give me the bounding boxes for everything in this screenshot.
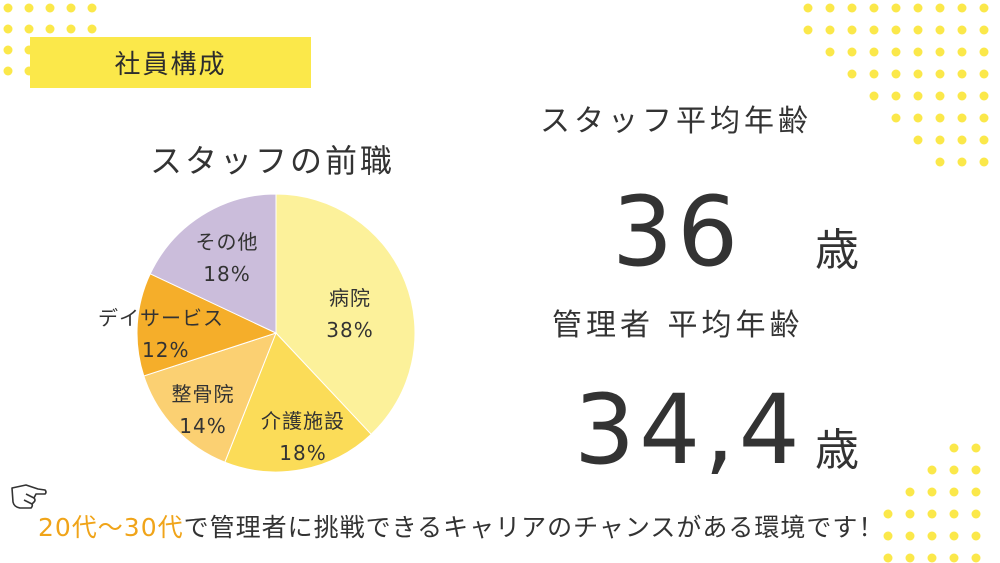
slice-name: その他	[195, 230, 259, 254]
pie-slice-1	[224, 332, 372, 473]
footer-message: 20代〜30代で管理者に挑戦できるキャリアのチャンスがある環境です！	[38, 508, 884, 544]
slide-title-band: 社員構成	[30, 37, 311, 88]
pie-slice-4	[149, 193, 277, 334]
footer-highlight: 20代〜30代	[38, 513, 184, 542]
pie-title: スタッフの前職	[150, 142, 396, 180]
slice-name: デイサービス	[98, 306, 224, 330]
slice-percent: 38%	[326, 318, 374, 342]
slice-name: 病院	[329, 286, 371, 310]
slide-title: 社員構成	[114, 50, 227, 80]
pie-label-osteopathy: 整骨院 14%	[158, 378, 248, 442]
pie-label-other: その他 18%	[182, 226, 272, 290]
staff-age-value: 36	[612, 176, 743, 288]
pointing-hand-icon	[8, 478, 48, 516]
pie-slice-3	[136, 273, 278, 377]
manager-age-unit: 歳	[815, 425, 859, 476]
slice-percent: 12%	[142, 338, 190, 362]
slice-percent: 18%	[203, 262, 251, 286]
pie-slice-0	[275, 193, 416, 436]
pie-label-hospital: 病院 38%	[312, 282, 388, 346]
pie-label-care-facility: 介護施設 18%	[248, 405, 358, 469]
slice-percent: 14%	[179, 414, 227, 438]
slice-name: 整骨院	[171, 382, 235, 406]
slice-name: 介護施設	[261, 409, 345, 433]
staff-age-label: スタッフ平均年齢	[540, 104, 812, 139]
footer-text: で管理者に挑戦できるキャリアのチャンスがある環境です！	[183, 513, 885, 542]
slice-percent: 18%	[279, 441, 327, 465]
pie-label-day-service: デイサービス 12%	[98, 302, 246, 366]
manager-age-label: 管理者 平均年齢	[552, 308, 804, 343]
manager-age-value: 34,4	[574, 374, 804, 486]
staff-age-unit: 歳	[815, 225, 859, 276]
